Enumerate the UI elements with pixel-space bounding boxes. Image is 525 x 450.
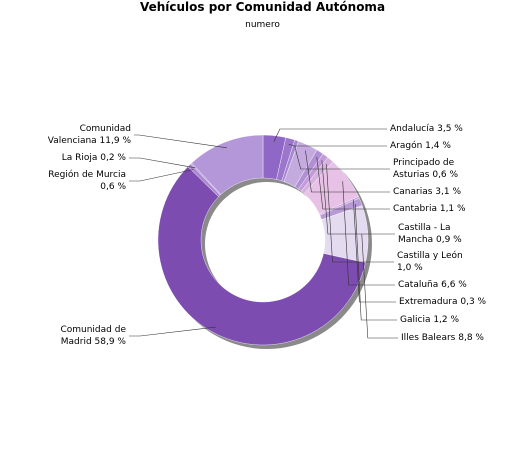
slice-label-extremadura: Extremadura 0,3 % <box>399 296 486 308</box>
leader-line-galicia <box>354 203 397 321</box>
leader-line-comunidad-de-madrid <box>129 326 216 337</box>
slice-label-andalucia: Andalucía 3,5 % <box>390 123 463 135</box>
slice-label-line: Illes Balears 8,8 % <box>401 333 484 343</box>
leader-line-extremadura <box>353 199 396 303</box>
slice-label-comunidad-de-madrid: Comunidad de Madrid 58,9 % <box>60 324 126 348</box>
leader-line-castilla-la-mancha <box>321 160 395 235</box>
slice-label-line: Aragón 1,4 % <box>390 141 451 151</box>
slice-label-line: Madrid 58,9 % <box>60 337 126 347</box>
leader-line-castilla-y-leon <box>326 164 394 263</box>
slice-label-line: Castilla y León <box>397 251 463 261</box>
slice-label-line: Valenciana 11,9 % <box>47 136 131 146</box>
leader-line-comunidad-valenciana <box>134 134 227 149</box>
slice-label-cantabria: Cantabria 1,1 % <box>393 203 466 215</box>
slice-label-canarias: Canarias 3,1 % <box>393 186 461 198</box>
slice-label-line: Cataluña 6,6 % <box>398 280 467 290</box>
slice-label-line: Andalucía 3,5 % <box>390 124 463 134</box>
slice-label-line: Comunidad <box>79 124 131 134</box>
slice-label-aragon: Aragón 1,4 % <box>390 140 451 152</box>
slice-label-region-de-murcia: Región de Murcia 0,6 % <box>48 169 126 193</box>
slice-label-illes-balears: Illes Balears 8,8 % <box>401 332 484 344</box>
slice-label-line: Cantabria 1,1 % <box>393 204 466 214</box>
slice-label-line: Canarias 3,1 % <box>393 187 462 197</box>
slice-label-comunidad-valenciana: Comunidad Valenciana 11,9 % <box>48 123 131 147</box>
leader-line-principado-de-asturias <box>294 146 390 170</box>
slice-label-line: Castilla - La <box>398 223 451 233</box>
slice-label-la-rioja: La Rioja 0,2 % <box>62 152 126 164</box>
slice-label-castilla-y-leon: Castilla y León 1,0 % <box>397 250 463 274</box>
slice-label-line: Mancha 0,9 % <box>398 235 462 245</box>
slice-comunidad-de-madrid <box>157 166 366 346</box>
slice-label-line: Región de Murcia <box>48 170 126 180</box>
slice-label-line: 1,0 % <box>397 263 423 273</box>
leader-line-canarias <box>305 150 390 193</box>
leader-line-cataluna <box>342 181 395 286</box>
chart-subtitle: numero <box>245 20 280 30</box>
chart-title: Vehículos por Comunidad Autónoma <box>139 0 386 14</box>
slice-label-line: Principado de <box>393 158 455 168</box>
slice-label-line: Extremadura 0,3 % <box>399 297 487 307</box>
slice-label-principado-de-asturias: Principado de Asturias 0,6 % <box>393 157 458 181</box>
slice-comunidad-valenciana <box>191 134 264 195</box>
leader-line-aragon <box>288 144 387 147</box>
slice-label-line: La Rioja 0,2 % <box>61 153 126 163</box>
leader-line-andalucia <box>273 128 387 142</box>
slice-label-cataluna: Cataluña 6,6 % <box>398 279 467 291</box>
slice-label-line: Asturias 0,6 % <box>393 170 459 180</box>
slice-label-castilla-la-mancha: Castilla - La Mancha 0,9 % <box>398 222 462 246</box>
slice-label-line: Comunidad de <box>60 325 126 335</box>
leader-line-la-rioja <box>129 157 196 169</box>
slice-label-line: 0,6 % <box>100 182 126 192</box>
leader-line-cantabria <box>316 156 390 210</box>
slice-label-line: Galicia 1,2 % <box>400 315 460 325</box>
slice-label-galicia: Galicia 1,2 % <box>400 314 459 326</box>
leader-line-region-de-murcia <box>129 169 194 182</box>
leader-line-illes-balears <box>361 234 398 339</box>
